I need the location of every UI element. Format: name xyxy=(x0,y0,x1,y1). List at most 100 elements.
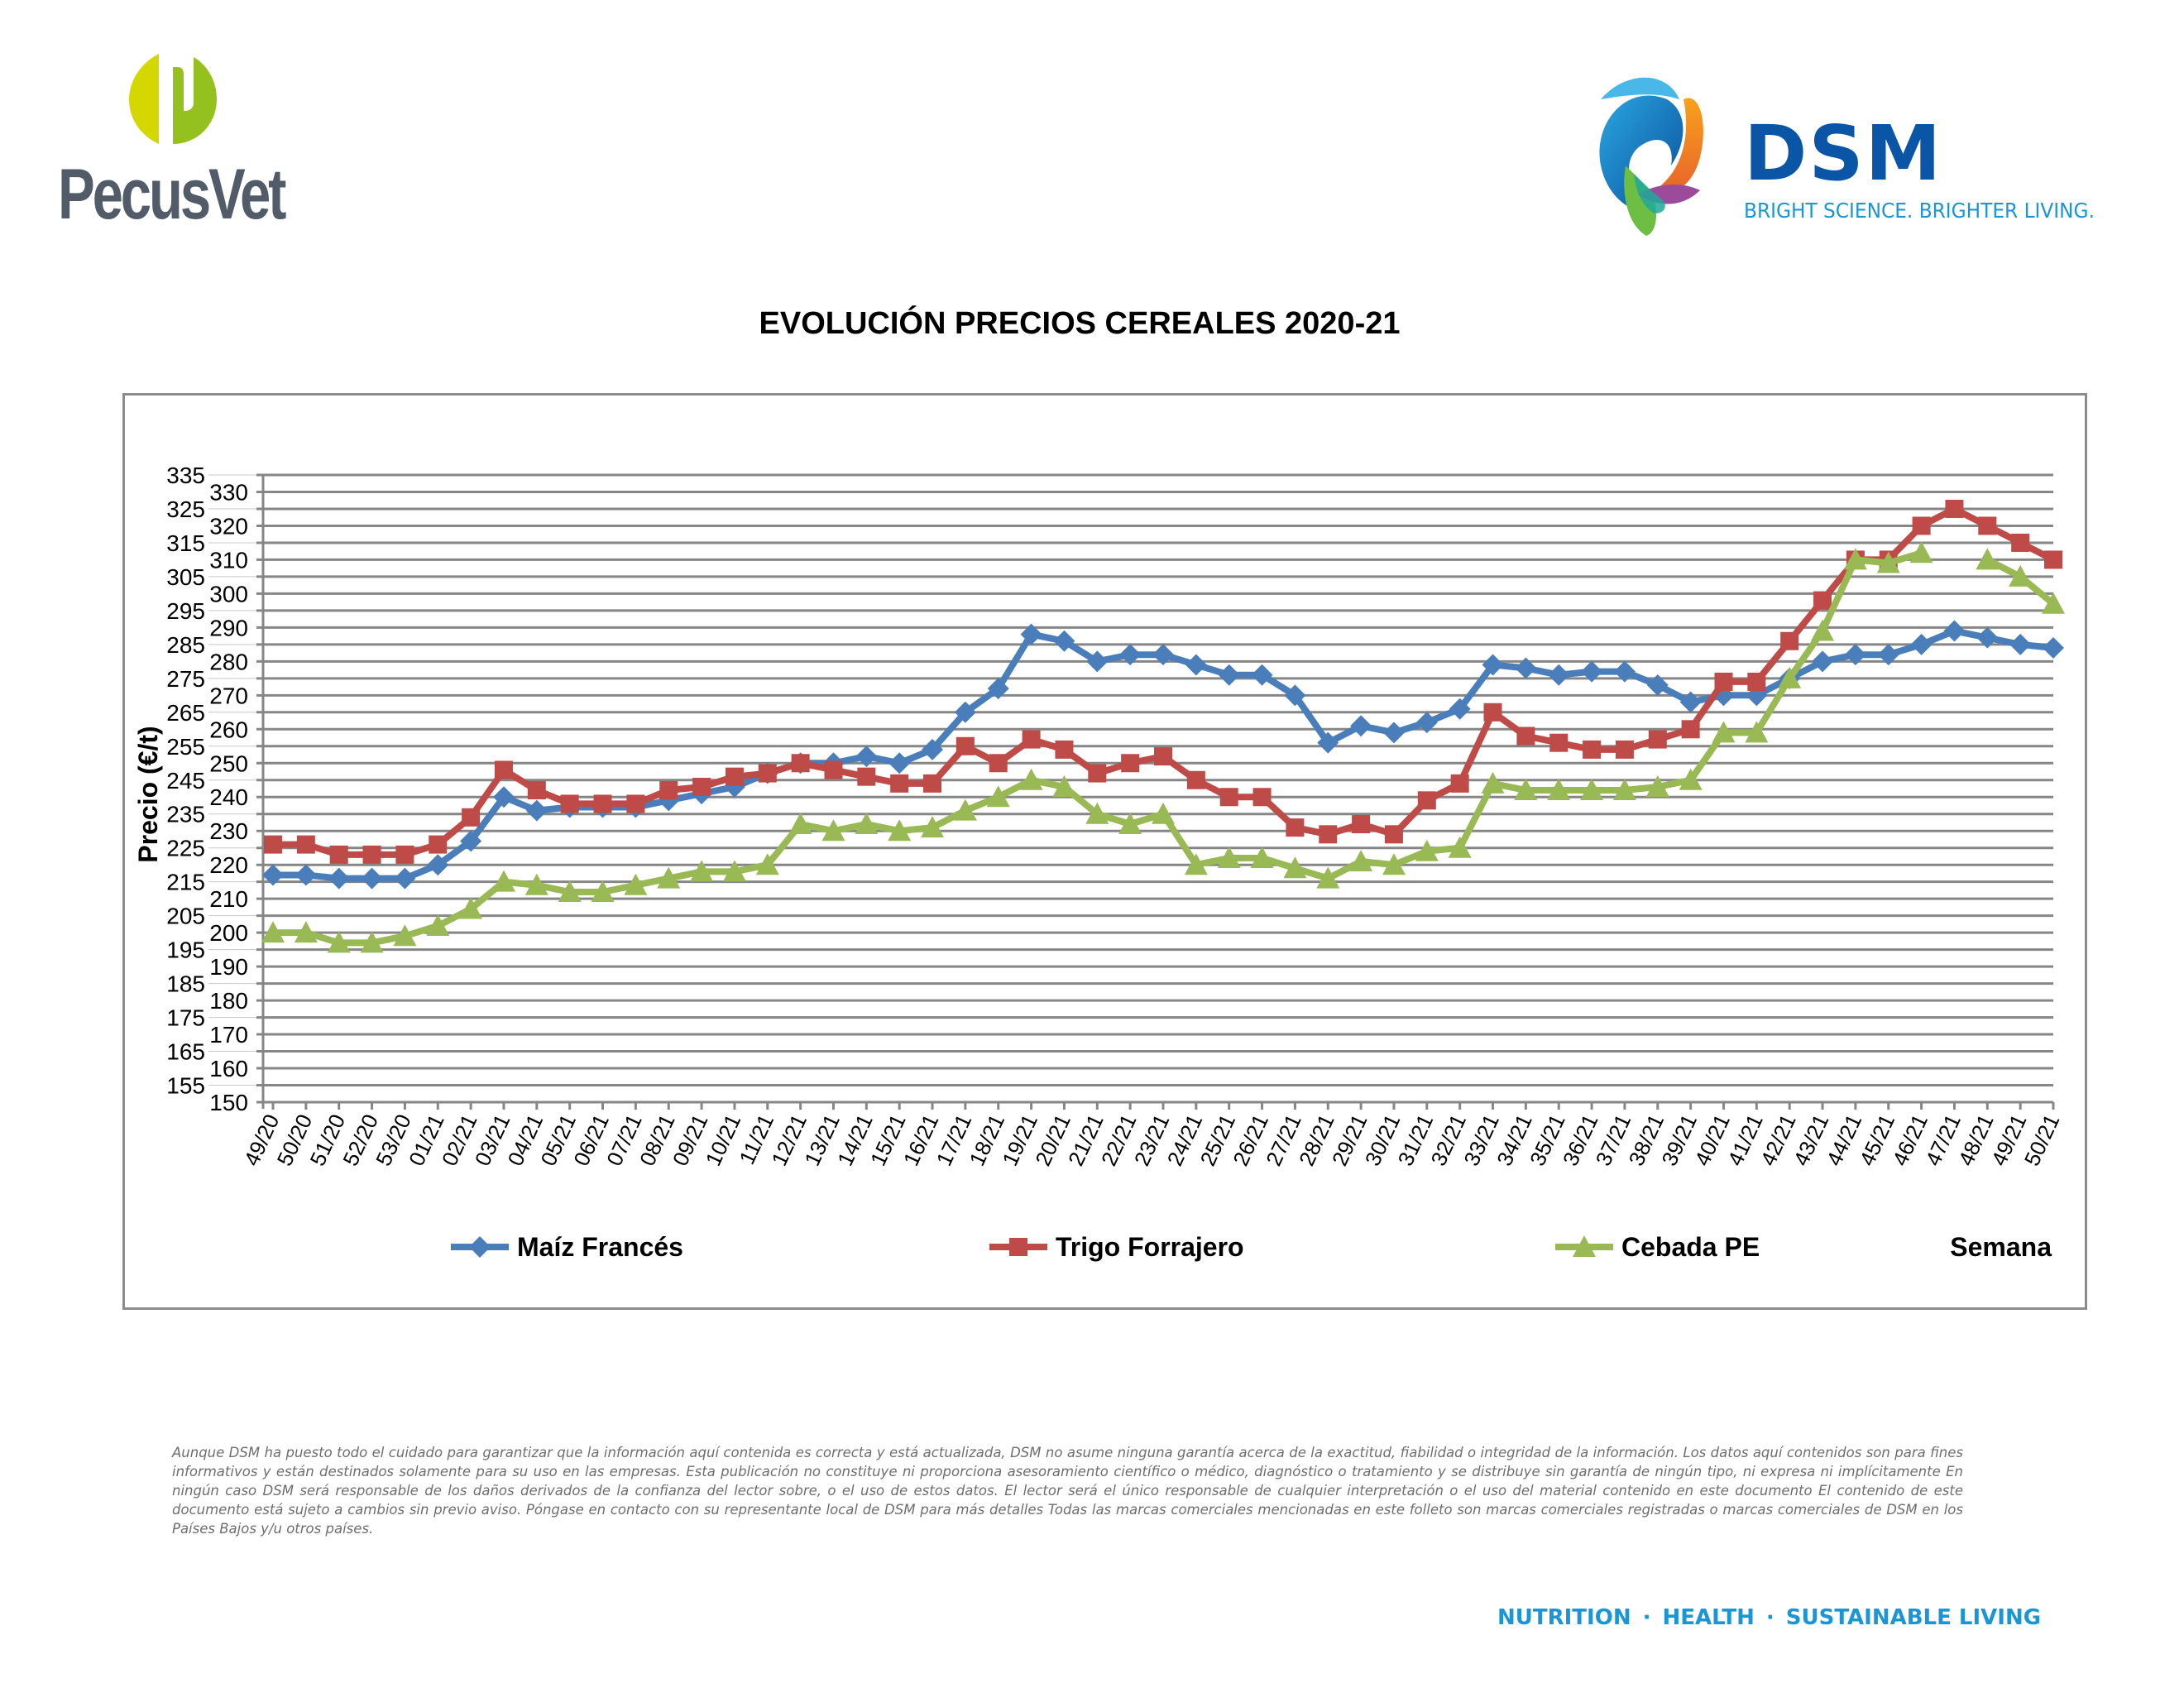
chart-title: EVOLUCIÓN PRECIOS CEREALES 2020-21 xyxy=(759,306,1401,341)
data-point-diamond xyxy=(1449,698,1471,720)
data-point-triangle xyxy=(1514,779,1538,801)
data-point-triangle xyxy=(986,785,1010,808)
y-tick-label: 150 xyxy=(209,1090,248,1115)
data-point-square xyxy=(593,794,612,813)
data-point-square xyxy=(329,845,348,864)
y-tick-label: 210 xyxy=(209,886,248,912)
data-point-square xyxy=(1417,791,1436,810)
data-point-square xyxy=(1483,703,1502,722)
data-point-diamond xyxy=(1679,691,1702,713)
y-tick-label: 205 xyxy=(166,904,205,929)
data-point-square xyxy=(1747,672,1766,691)
legend-item: Cebada PE xyxy=(1555,1232,1760,1262)
data-point-square xyxy=(1186,770,1205,789)
data-point-square xyxy=(989,754,1008,773)
y-tick-label: 310 xyxy=(209,547,248,573)
y-tick-label: 195 xyxy=(166,938,205,963)
y-tick-label: 155 xyxy=(166,1073,205,1099)
footer-tagline: NUTRITION · HEALTH · SUSTAINABLE LIVING xyxy=(1497,1605,2041,1630)
data-point-triangle xyxy=(1382,853,1406,875)
data-point-triangle xyxy=(821,819,845,842)
data-point-diamond xyxy=(1812,650,1834,673)
data-point-triangle xyxy=(1448,836,1472,858)
y-tick-label: 295 xyxy=(166,598,205,624)
data-point-diamond xyxy=(1251,664,1273,686)
data-point-triangle xyxy=(1778,666,1802,688)
data-point-diamond xyxy=(525,799,548,822)
data-point-triangle xyxy=(558,880,582,902)
y-tick-label: 165 xyxy=(166,1039,205,1065)
legend-item: Maíz Francés xyxy=(451,1232,683,1262)
data-point-square xyxy=(1022,730,1041,749)
data-point-square xyxy=(1121,754,1140,773)
data-point-triangle xyxy=(624,873,648,895)
data-point-square xyxy=(1055,740,1074,759)
data-point-triangle xyxy=(788,813,812,835)
data-point-diamond xyxy=(1119,644,1142,666)
data-point-triangle xyxy=(1316,866,1340,889)
data-point-square xyxy=(1681,720,1700,739)
data-point-triangle xyxy=(426,914,450,936)
data-point-triangle xyxy=(360,931,384,953)
y-tick-label: 255 xyxy=(166,734,205,760)
data-point-square xyxy=(1219,788,1238,807)
data-point-triangle xyxy=(1250,846,1274,868)
data-point-triangle xyxy=(1679,768,1703,790)
data-point-diamond xyxy=(1218,664,1240,686)
y-tick-label: 160 xyxy=(209,1056,248,1081)
tagline-nutrition: NUTRITION xyxy=(1497,1605,1631,1630)
data-point-square xyxy=(1945,499,1964,518)
data-point-triangle xyxy=(1547,779,1571,801)
data-point-diamond xyxy=(460,830,482,852)
data-point-diamond xyxy=(1581,660,1603,683)
data-point-triangle xyxy=(524,873,548,895)
data-point-diamond xyxy=(1020,623,1042,645)
y-tick-label: 335 xyxy=(166,463,205,488)
y-tick-label: 215 xyxy=(166,870,205,895)
data-point-square xyxy=(1252,788,1272,807)
data-point-square xyxy=(429,835,448,854)
y-tick-label: 170 xyxy=(209,1022,248,1048)
data-point-diamond xyxy=(1877,644,1899,666)
chart-frame xyxy=(122,393,2087,1310)
y-tick-label: 290 xyxy=(209,615,248,640)
y-tick-label: 200 xyxy=(209,920,248,946)
data-point-triangle xyxy=(2042,592,2065,614)
data-point-diamond xyxy=(1515,657,1537,679)
data-point-triangle xyxy=(1745,721,1769,743)
data-point-square xyxy=(1319,825,1338,844)
y-tick-label: 220 xyxy=(209,852,248,878)
separator-dot-icon: · xyxy=(1642,1605,1651,1630)
legend: Maíz Francés Trigo Forrajero Cebada PE xyxy=(451,1232,1760,1262)
data-point-square xyxy=(362,845,381,864)
data-point-diamond xyxy=(328,867,350,890)
data-point-triangle xyxy=(261,921,285,943)
y-tick-label: 325 xyxy=(166,496,205,522)
series-lines xyxy=(261,499,2065,953)
data-point-square xyxy=(2011,533,2030,552)
data-point-triangle xyxy=(1481,771,1505,794)
data-point-triangle xyxy=(690,860,714,882)
data-point-square xyxy=(725,767,744,786)
x-axis-label: Semana xyxy=(1950,1232,2052,1262)
data-point-square xyxy=(758,764,777,783)
data-point-square xyxy=(1384,825,1403,844)
y-tick-label: 250 xyxy=(209,750,248,776)
data-point-triangle xyxy=(459,897,483,919)
data-point-diamond xyxy=(295,864,317,886)
data-point-triangle xyxy=(1712,721,1736,743)
data-point-diamond xyxy=(1284,684,1306,707)
data-point-triangle xyxy=(1580,779,1604,801)
data-point-square xyxy=(857,767,876,786)
data-point-square xyxy=(692,777,711,796)
y-tick-label: 320 xyxy=(209,513,248,539)
data-point-triangle xyxy=(1976,548,2000,570)
y-tick-label: 305 xyxy=(166,564,205,590)
data-point-diamond xyxy=(1053,630,1075,652)
pecusvet-p-icon xyxy=(129,54,217,144)
legal-disclaimer: Aunque DSM ha puesto todo el cuidado par… xyxy=(172,1445,1963,1537)
data-point-diamond xyxy=(1613,660,1636,683)
y-tick-label: 235 xyxy=(166,802,205,827)
y-tick-label: 285 xyxy=(166,632,205,658)
